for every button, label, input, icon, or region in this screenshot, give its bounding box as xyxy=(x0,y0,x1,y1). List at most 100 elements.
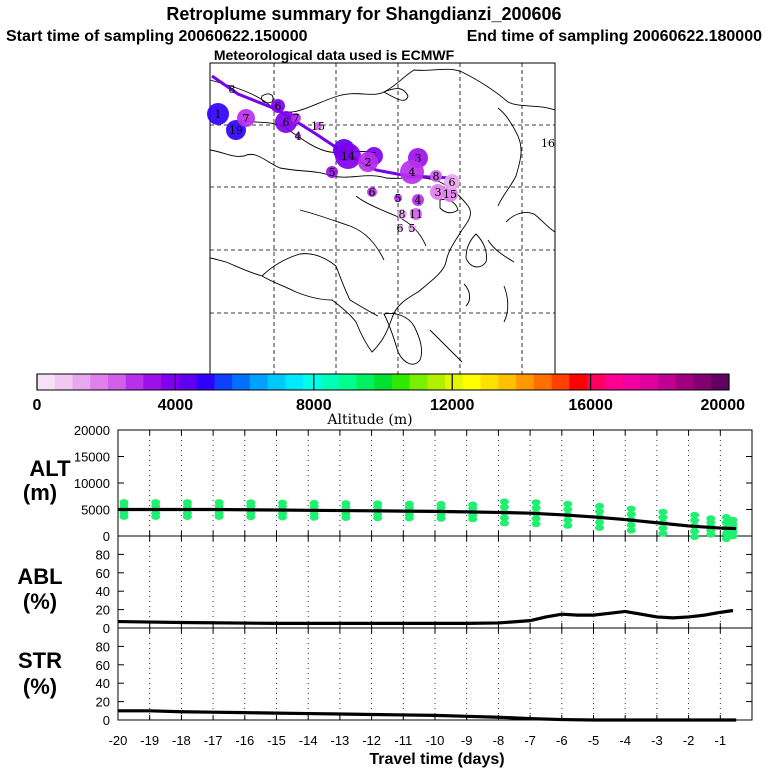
x-tick-label: -18 xyxy=(172,733,191,748)
alt-particle-blob xyxy=(404,515,414,522)
x-tick-label: -13 xyxy=(331,733,350,748)
colorbar-swatch xyxy=(480,374,499,390)
abl-y-tick-label: 0 xyxy=(103,621,110,636)
colorbar-swatch xyxy=(551,374,570,390)
plume-cluster-label: 6 xyxy=(397,222,404,235)
alt-y-tick-label: 0 xyxy=(103,529,110,544)
plume-cluster: 5 xyxy=(394,192,402,205)
alt-y-tick-label: 15000 xyxy=(74,450,110,465)
alt-particle-blob xyxy=(151,513,161,520)
alt-particle-blob xyxy=(499,498,509,505)
alt-panel-ylabel: ALT xyxy=(29,456,71,481)
plume-cluster-dot xyxy=(237,109,255,127)
plume-cluster-label: 5 xyxy=(409,222,416,235)
map-graticule xyxy=(210,63,555,375)
plume-cluster-label: 14 xyxy=(341,150,355,163)
x-tick-label: -16 xyxy=(235,733,254,748)
plume-cluster-label: 4 xyxy=(415,194,422,207)
colorbar-swatch xyxy=(427,374,446,390)
colorbar-swatch xyxy=(356,374,375,390)
x-tick-label: -3 xyxy=(651,733,663,748)
x-tick-label: -19 xyxy=(140,733,159,748)
plume-cluster-dot xyxy=(314,122,322,130)
colorbar-label: Altitude (m) xyxy=(326,412,412,428)
alt-particle-blob xyxy=(436,515,446,522)
x-tick-label: -17 xyxy=(204,733,223,748)
alt-particle-blob xyxy=(595,524,604,531)
alt-particle-blob xyxy=(499,520,509,527)
colorbar-swatch xyxy=(533,374,552,390)
plume-cluster: 16 xyxy=(541,137,555,150)
alt-particle-blob xyxy=(531,520,541,528)
colorbar-tick-label: 16000 xyxy=(568,397,613,414)
plume-cluster-label: 7 xyxy=(293,112,300,125)
alt-panel-yunit: (m) xyxy=(23,480,57,505)
colorbar-swatch xyxy=(249,374,269,390)
plume-cluster-label: 4 xyxy=(295,130,302,143)
plume-cluster: 11 xyxy=(409,208,423,221)
plume-cluster-dot xyxy=(291,113,301,123)
plume-cluster-dot xyxy=(271,99,285,113)
colorbar-swatch xyxy=(161,374,180,390)
x-tick-label: -11 xyxy=(394,733,412,748)
plume-cluster-label: 19 xyxy=(229,124,243,137)
colorbar-swatch xyxy=(37,374,56,390)
alt-y-tick-label: 10000 xyxy=(74,476,110,491)
colorbar-swatch xyxy=(232,374,251,390)
alt-particle-blob xyxy=(626,521,636,529)
alt-particle-blob xyxy=(690,528,700,535)
plume-cluster: 4 xyxy=(400,160,424,184)
plume-cluster: 8 xyxy=(397,208,407,221)
plume-cluster-dot xyxy=(367,187,377,197)
plume-cluster-label: 8 xyxy=(399,208,406,221)
alt-particle-blob xyxy=(499,503,509,511)
plume-cluster-dot xyxy=(207,103,229,125)
plume-cluster-dot xyxy=(546,141,550,145)
time-series-panels: 0 5000 10000 15000 20000 0 20 40 60 80 0 20 40 60 80 -2… xyxy=(74,423,753,748)
alt-particle-blob xyxy=(690,533,700,540)
colorbar-swatch xyxy=(214,374,233,390)
plume-cluster-dot xyxy=(394,194,402,202)
alt-particle-blob xyxy=(499,514,509,522)
x-tick-label: -6 xyxy=(556,733,568,748)
alt-mean-line xyxy=(118,507,737,531)
plume-cluster: 5 xyxy=(408,222,416,235)
colorbar-swatch xyxy=(675,374,694,390)
str-y-tick-label: 0 xyxy=(103,713,110,728)
plume-clusters: 119766741581452534658315411856616 xyxy=(207,99,555,235)
alt-particle-blob xyxy=(595,508,604,515)
alt-particle-blob xyxy=(658,514,668,521)
x-tick-label: -4 xyxy=(619,733,631,748)
alt-particle-blob xyxy=(278,514,287,521)
x-tick-label: -20 xyxy=(109,733,128,748)
plume-cluster-dot xyxy=(408,224,416,232)
plume-cluster-label: 8 xyxy=(433,170,440,183)
x-tick-label: -5 xyxy=(588,733,600,748)
plume-cluster-label: 16 xyxy=(541,137,555,150)
met-data-label: Meteorological data used is ECMWF xyxy=(214,47,455,63)
x-tick-label: -15 xyxy=(267,733,286,748)
alt-y-tick-label: 5000 xyxy=(81,503,110,518)
x-tick-label: -8 xyxy=(493,733,505,748)
plume-cluster: 6 xyxy=(397,222,404,235)
str-y-tick-label: 20 xyxy=(96,695,110,710)
plume-cluster: 5 xyxy=(326,166,338,179)
map-frame xyxy=(209,62,556,376)
colorbar-swatch xyxy=(196,374,215,390)
x-tick-label: -12 xyxy=(362,733,381,748)
alt-particle-blob xyxy=(706,531,716,538)
alt-particle-blob xyxy=(531,515,541,522)
alt-particle-blob xyxy=(626,505,636,512)
x-tick-label: -9 xyxy=(461,733,473,748)
str-y-tick-label: 40 xyxy=(96,676,110,691)
str-y-tick-label: 80 xyxy=(96,639,110,654)
alt-particle-blob xyxy=(658,508,668,516)
colorbar-swatch xyxy=(711,374,730,390)
plume-cluster: 6 xyxy=(367,186,377,199)
abl-y-tick-label: 20 xyxy=(96,603,110,618)
alt-particle-blob xyxy=(721,514,731,521)
alt-particle-blob xyxy=(182,513,192,520)
alt-particle-blob xyxy=(119,513,129,520)
alt-particle-blob xyxy=(531,499,541,506)
str-fraction-line xyxy=(118,709,737,722)
